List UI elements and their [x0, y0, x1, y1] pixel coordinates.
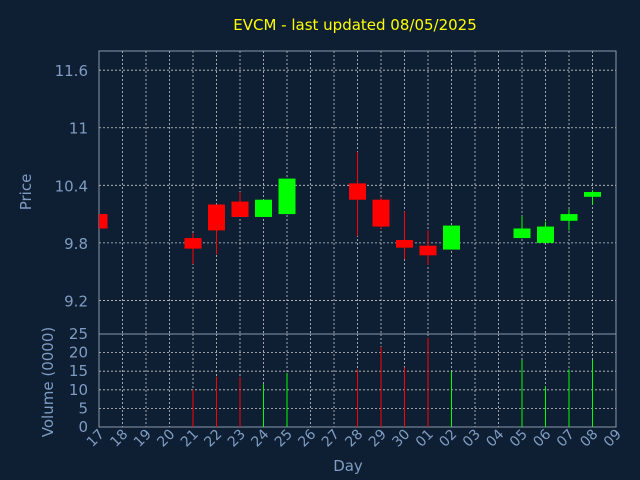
day-tick-label: 29	[366, 427, 390, 451]
candle-body	[278, 178, 296, 215]
price-tick-label: 10.4	[55, 177, 88, 195]
candle-body	[372, 199, 390, 227]
day-tick-label: 19	[131, 427, 155, 451]
volume-tick-label: 0	[78, 418, 88, 436]
day-tick-label: 08	[577, 427, 601, 451]
day-tick-label: 24	[248, 426, 272, 450]
candle-body	[349, 183, 366, 200]
candle-body	[584, 192, 601, 197]
day-axis: 17 18 19 20 21 22 23 24 25 26 27 28 29 30 01 02 03 04 05 06…	[84, 426, 625, 450]
price-tick-label: 11.6	[55, 62, 88, 80]
volume-bars	[192, 337, 593, 427]
candle-body	[99, 214, 108, 229]
volume-tick-label: 25	[69, 325, 88, 343]
day-tick-label: 28	[342, 427, 366, 451]
volume-tick-label: 5	[78, 399, 88, 417]
candle-body	[231, 201, 249, 217]
candle-body	[255, 199, 272, 217]
day-tick-label: 23	[225, 427, 249, 451]
candle-body	[443, 225, 460, 250]
price-tick-label: 9.2	[64, 292, 88, 310]
candle-body	[537, 226, 554, 243]
candle-body	[513, 228, 531, 239]
volume-tick-label: 20	[69, 344, 88, 362]
day-tick-label: 22	[201, 427, 225, 451]
day-tick-label: 21	[178, 427, 202, 451]
day-tick-label: 05	[507, 427, 531, 451]
price-tick-label: 9.8	[64, 235, 88, 253]
day-tick-label: 27	[319, 427, 343, 451]
day-tick-label: 26	[295, 426, 319, 450]
day-tick-label: 07	[554, 427, 578, 451]
day-tick-label: 06	[530, 426, 554, 450]
day-tick-label: 03	[460, 427, 484, 451]
day-tick-label: 18	[107, 427, 131, 451]
price-axis-label: Price	[17, 174, 35, 211]
day-tick-label: 04	[483, 426, 507, 450]
volume-tick-label: 15	[69, 362, 88, 380]
day-tick-label: 02	[436, 427, 460, 451]
day-tick-label: 09	[601, 427, 625, 451]
price-axis: 9.2 9.8 10.4 11 11.6	[55, 62, 88, 310]
candle-body	[396, 239, 413, 248]
chart-title: EVCM - last updated 08/05/2025	[233, 16, 477, 34]
day-axis-label: Day	[333, 457, 363, 475]
candle-body	[184, 238, 202, 249]
day-tick-label: 01	[413, 427, 437, 451]
volume-axis-label: Volume (0000)	[39, 327, 57, 437]
candles	[99, 151, 601, 265]
candle-body	[419, 245, 437, 256]
day-tick-label: 30	[389, 427, 413, 451]
day-tick-label: 25	[272, 427, 296, 451]
price-tick-label: 11	[69, 120, 88, 138]
candle-body	[560, 214, 578, 221]
day-tick-label: 20	[154, 427, 178, 451]
volume-tick-label: 10	[69, 381, 88, 399]
candle-body	[208, 204, 225, 231]
